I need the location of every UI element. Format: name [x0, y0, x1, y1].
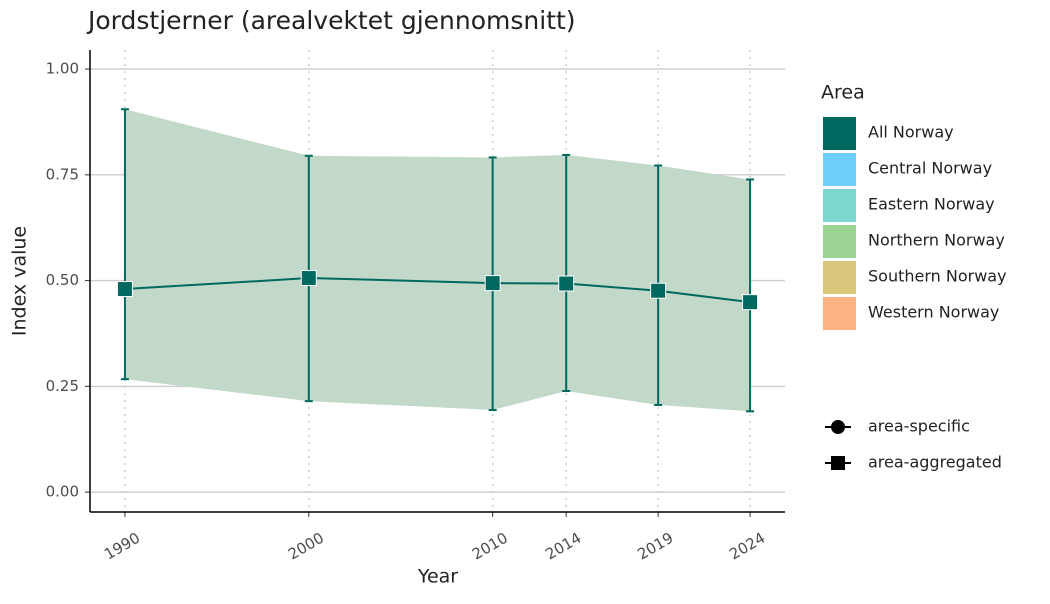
legend-key: [823, 225, 856, 258]
legend-label: Southern Norway: [868, 267, 1007, 286]
legend-key: [823, 117, 856, 150]
shape-legend-marker: [831, 420, 845, 434]
y-tick-label: 0.25: [46, 377, 79, 395]
chart-title: Jordstjerner (arealvektet gjennomsnitt): [86, 6, 576, 35]
y-tick-label: 0.50: [46, 271, 79, 289]
y-tick-label: 0.00: [46, 483, 79, 501]
x-tick-label: 2010: [469, 529, 511, 564]
x-tick-label: 2014: [542, 529, 584, 564]
x-tick-label: 2024: [726, 529, 768, 564]
band: [124, 109, 751, 412]
marker: [484, 275, 501, 292]
legend-key: [823, 189, 856, 222]
legend-label: Eastern Norway: [868, 195, 995, 214]
legend-key: [823, 153, 856, 186]
x-tick-label: 1990: [101, 529, 143, 564]
y-tick-label: 0.75: [46, 165, 79, 183]
shape-legend-marker: [831, 456, 845, 470]
shape-legend-label: area-aggregated: [868, 453, 1002, 472]
marker: [742, 294, 759, 311]
x-axis-title: Year: [417, 566, 458, 588]
marker: [116, 281, 133, 298]
marker: [558, 275, 575, 292]
legend-label: Central Norway: [868, 159, 992, 178]
y-axis-title: Index value: [9, 226, 31, 336]
legend-label: Western Norway: [868, 303, 999, 322]
legend-label: Northern Norway: [868, 231, 1005, 250]
marker: [300, 270, 317, 287]
legend-title: Area: [821, 82, 865, 104]
shape-legend-label: area-specific: [868, 417, 970, 436]
y-tick-label: 1.00: [46, 60, 79, 78]
legend-key: [823, 261, 856, 294]
legend-key: [823, 297, 856, 330]
x-tick-label: 2000: [285, 529, 327, 564]
line: [124, 277, 751, 304]
legend-label: All Norway: [868, 123, 954, 142]
marker: [650, 282, 667, 299]
x-tick-label: 2019: [634, 529, 676, 564]
